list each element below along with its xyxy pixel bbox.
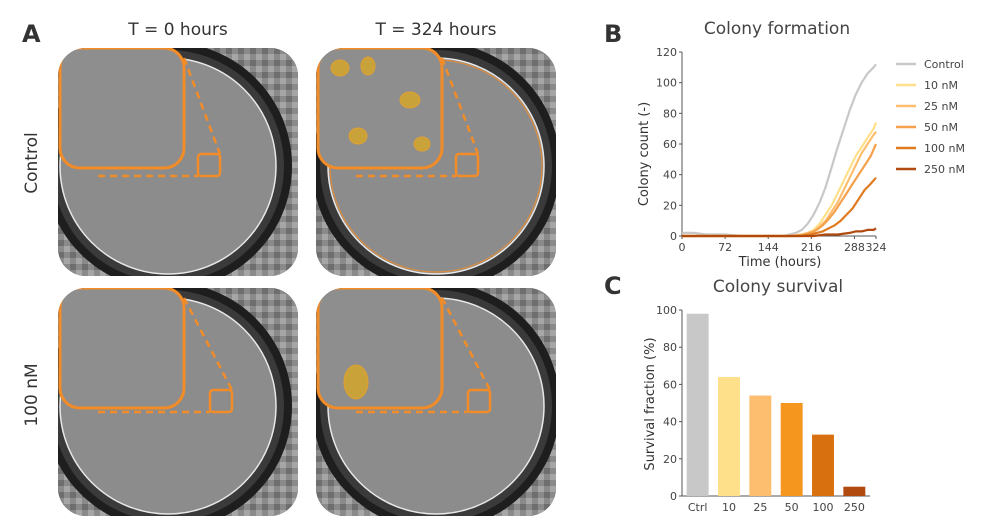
chart-b-y-tick-label: 20 (663, 199, 677, 212)
chart-c-y-tick-label: 20 (663, 453, 677, 466)
colony-formation-chart: Colony formation Time (hours) Colony cou… (637, 19, 965, 270)
chart-b-series-line (682, 63, 877, 238)
chart-b-legend-label: 250 nM (924, 163, 965, 176)
chart-b-x-tick-label: 324 (866, 241, 887, 254)
well-image-control-t0 (58, 48, 298, 276)
well-svg (316, 48, 556, 276)
chart-c-x-tick-label: 100 (813, 501, 834, 514)
chart-c-bar (718, 376, 740, 496)
chart-b-legend-label: 25 nM (924, 100, 958, 113)
chart-b-x-tick-label: 216 (801, 241, 822, 254)
well-image-control-t324 (316, 48, 556, 276)
chart-b-y-tick-label: 100 (656, 77, 677, 90)
zoom-inset (316, 288, 444, 410)
chart-b-title: Colony formation (704, 19, 850, 39)
chart-b-y-tick-label: 80 (663, 107, 677, 120)
chart-c-y-tick-label: 60 (663, 378, 677, 391)
well-svg (58, 288, 298, 516)
chart-c-bar (686, 313, 709, 496)
zoom-connector (440, 57, 480, 155)
chart-c-bar (780, 403, 803, 496)
chart-c-y-tick-label: 40 (663, 416, 677, 429)
chart-b-legend-label: 100 nM (924, 142, 965, 155)
colony-marker (360, 56, 376, 76)
chart-b-x-tick-label: 144 (758, 241, 779, 254)
chart-b-legend-label: 50 nM (924, 121, 958, 134)
chart-c-ylabel: Survival fraction (%) (643, 337, 658, 470)
chart-c-bar (749, 395, 772, 496)
chart-b-x-tick-label: 72 (718, 241, 732, 254)
chart-b-series-line (682, 131, 877, 238)
zoom-square (196, 152, 222, 178)
zoom-connector (182, 297, 234, 391)
well-svg (58, 48, 298, 276)
chart-b-x-tick-label: 0 (679, 241, 686, 254)
chart-b-ylabel: Colony count (-) (637, 102, 652, 206)
chart-b-y-tick-label: 40 (663, 169, 677, 182)
chart-b-legend-label: 10 nM (924, 79, 958, 92)
chart-c-x-tick-label: 250 (844, 501, 865, 514)
chart-b-series-line (682, 122, 878, 238)
chart-b-series-line (682, 227, 877, 238)
panel-c-letter: C (604, 272, 622, 300)
chart-c-x-tick-label: Ctrl (688, 501, 708, 514)
well-svg (316, 288, 556, 516)
well-image-100nm-t324 (316, 288, 556, 516)
well-image-100nm-t0 (58, 288, 298, 516)
chart-b-xlabel: Time (hours) (738, 255, 822, 270)
zoom-square (208, 388, 234, 414)
zoom-connector (440, 297, 492, 391)
chart-b-x-tick-label: 288 (844, 241, 865, 254)
chart-b-y-tick-label: 120 (656, 46, 677, 59)
chart-b-y-tick-label: 60 (663, 138, 677, 151)
colony-marker (343, 364, 369, 400)
chart-c-bar (843, 486, 866, 496)
panel-a-letter: A (22, 20, 41, 48)
chart-c-y-tick-label: 80 (663, 341, 677, 354)
chart-c-title: Colony survival (713, 277, 843, 297)
chart-c-x-tick-label: 10 (722, 501, 736, 514)
colony-survival-chart: Colony survival Survival fraction (%) 0 2… (643, 277, 870, 514)
colony-marker (330, 59, 350, 77)
colony-marker (348, 127, 368, 145)
zoom-square (466, 388, 492, 414)
chart-c-bar (812, 434, 834, 496)
panel-b-letter: B (604, 20, 623, 48)
row-title-100nm: 100 nM (22, 363, 42, 427)
chart-b-y-tick-label: 0 (670, 230, 677, 243)
chart-b-legend-label: Control (924, 58, 964, 71)
zoom-inset (58, 288, 186, 410)
chart-c-y-tick-label: 100 (656, 304, 677, 317)
chart-b-series-line (682, 143, 878, 238)
column-title-t324: T = 324 hours (375, 20, 497, 40)
chart-b-series-line (682, 176, 877, 238)
row-title-control: Control (22, 132, 42, 194)
colony-marker (413, 136, 431, 152)
zoom-inset (58, 48, 186, 170)
chart-c-y-tick-label: 0 (670, 490, 677, 503)
colony-marker (399, 91, 421, 109)
chart-c-x-tick-label: 25 (753, 501, 767, 514)
zoom-connector (182, 57, 222, 155)
chart-c-x-tick-label: 50 (785, 501, 799, 514)
zoom-square (454, 152, 480, 178)
column-title-t0: T = 0 hours (128, 20, 228, 40)
